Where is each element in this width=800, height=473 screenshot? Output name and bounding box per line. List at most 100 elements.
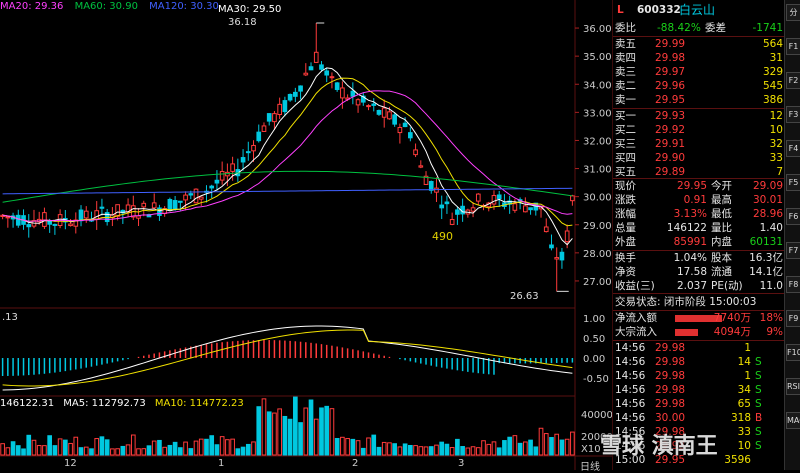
candle-body — [151, 202, 157, 209]
volume-bar — [387, 442, 392, 456]
volume-bar — [470, 446, 476, 456]
toolbar-icon-f5[interactable]: F5 — [786, 174, 800, 191]
bid-row[interactable]: 买五 29.89 7 — [615, 166, 783, 179]
volume-bar — [57, 438, 63, 456]
ask-row[interactable]: 卖四 29.98 31 — [615, 52, 783, 65]
kline-svg[interactable]: 36.0035.0034.0033.0032.0031.0030.0029.00… — [0, 0, 613, 470]
field-value: 11.0 — [759, 280, 783, 292]
candle-body — [397, 126, 403, 134]
tick-row[interactable]: 14:56 30.00 318 B — [615, 412, 783, 425]
field-label: 收益(三) — [615, 280, 655, 292]
stock-flag: L — [617, 4, 624, 16]
toolbar-icon-f10[interactable]: F10 — [786, 344, 800, 361]
candle-body — [167, 198, 173, 212]
trade-status: 交易状态: 闭市阶段 15:00:03 — [615, 296, 757, 308]
tick-flag: S — [755, 398, 762, 410]
ask-row[interactable]: 卖一 29.95 386 — [615, 94, 783, 107]
ma5-line — [2, 67, 573, 246]
flow-label: 净流入额 — [615, 312, 657, 324]
ask-row[interactable]: 卖五 29.99 564 — [615, 38, 783, 51]
volume-bar — [366, 437, 371, 456]
tick-flag: S — [755, 440, 762, 452]
tick-time: 15:00 — [615, 454, 646, 466]
tick-row[interactable]: 14:56 29.98 1 S — [615, 370, 783, 383]
volume-bar — [392, 443, 397, 456]
volume-bar — [376, 446, 382, 456]
toolbar-icon-f9[interactable]: F9 — [786, 310, 800, 327]
volume-bar — [549, 437, 554, 456]
candle-body — [549, 244, 554, 249]
volume-bar — [439, 441, 445, 456]
toolbar-icon-分[interactable]: 分 — [786, 4, 800, 21]
volume-bar — [198, 438, 204, 456]
toolbar-icon-f1[interactable]: F1 — [786, 38, 800, 55]
volume-bar — [455, 438, 460, 456]
toolbar-icon-macd[interactable]: MACD — [786, 412, 800, 429]
volume-bar — [282, 415, 288, 456]
tick-row[interactable]: 14:56 29.98 1 — [615, 342, 783, 355]
toolbar-icon-rsi[interactable]: RSI — [786, 378, 800, 395]
book-price: 29.96 — [655, 80, 686, 92]
x-tick-label: 3 — [458, 458, 465, 469]
volume-bar — [559, 439, 565, 456]
tick-row[interactable]: 15:00 29.95 3596 — [615, 454, 783, 467]
book-price: 29.95 — [655, 94, 686, 106]
kline-chart-area[interactable]: 36.00 35.00 34.00 33.00 32.00 31.00 30.00 29.00… — [0, 0, 718, 473]
tick-time: 14:56 — [615, 398, 646, 410]
toolbar-icon-f3[interactable]: F3 — [786, 106, 800, 123]
candle-body — [214, 179, 220, 184]
bid-row[interactable]: 买二 29.92 10 — [615, 124, 783, 137]
tick-row[interactable]: 14:56 29.98 10 S — [615, 440, 783, 453]
volume-bar — [162, 446, 167, 456]
annotation-490: 490 — [432, 230, 453, 243]
volume-bar — [570, 431, 575, 456]
volume-bar — [298, 422, 303, 456]
volume-bar — [517, 442, 523, 456]
quote-row: 涨幅 3.13% 最低 28.96 — [615, 208, 783, 221]
volume-bar — [10, 441, 16, 456]
tick-row[interactable]: 14:56 29.98 65 S — [615, 398, 783, 411]
right-toolbar: 分 F1 F2 F3 F4 F5 F6 F7 F8 F9 F10 RSI MACD — [784, 0, 800, 470]
toolbar-icon-f7[interactable]: F7 — [786, 242, 800, 259]
toolbar-icon-f2[interactable]: F2 — [786, 72, 800, 89]
price-axis-label: 28.00 — [583, 249, 612, 260]
volume-bar — [402, 443, 408, 456]
volume-bar — [355, 440, 361, 456]
candle-body — [172, 200, 178, 211]
candle-body — [360, 95, 366, 103]
bid-row[interactable]: 买三 29.91 32 — [615, 138, 783, 151]
tick-volume: 3596 — [724, 454, 751, 466]
candle-body — [256, 131, 262, 142]
tick-row[interactable]: 14:56 29.98 34 S — [615, 384, 783, 397]
period-label[interactable]: 日线 — [580, 462, 600, 473]
book-price: 29.99 — [655, 38, 686, 50]
book-volume: 12 — [769, 110, 783, 122]
bid-row[interactable]: 买四 29.90 33 — [615, 152, 783, 165]
tick-row[interactable]: 14:56 29.98 14 S — [615, 356, 783, 369]
toolbar-icon-f8[interactable]: F8 — [786, 276, 800, 293]
volume-bar — [261, 398, 267, 456]
book-price: 29.89 — [655, 166, 686, 178]
volume-bar — [564, 438, 570, 456]
candle-body — [366, 105, 371, 108]
candle-body — [387, 111, 392, 120]
toolbar-icon-f6[interactable]: F6 — [786, 208, 800, 225]
book-price: 29.91 — [655, 138, 686, 150]
ask-row[interactable]: 卖三 29.97 329 — [615, 66, 783, 79]
volume-axis-label: 40000 — [581, 410, 612, 421]
tick-flag: B — [755, 412, 763, 424]
price-axis-label: 27.00 — [583, 277, 612, 288]
stock-name[interactable]: 白云山 — [679, 3, 716, 17]
ask-row[interactable]: 卖二 29.96 545 — [615, 80, 783, 93]
flow-label: 大宗流入 — [615, 326, 657, 338]
tick-row[interactable]: 14:56 29.98 33 S — [615, 426, 783, 439]
volume-bar — [428, 446, 434, 456]
x-tick-label: 1 — [218, 458, 225, 469]
toolbar-icon-f4[interactable]: F4 — [786, 140, 800, 157]
bid-row[interactable]: 买一 29.93 12 — [615, 110, 783, 123]
ma60-label: MA60: 30.90 — [74, 1, 138, 12]
book-price: 29.92 — [655, 124, 686, 136]
field-label: 总量 — [615, 222, 636, 234]
tick-price: 29.98 — [655, 356, 686, 368]
tick-volume: 1 — [744, 370, 751, 382]
